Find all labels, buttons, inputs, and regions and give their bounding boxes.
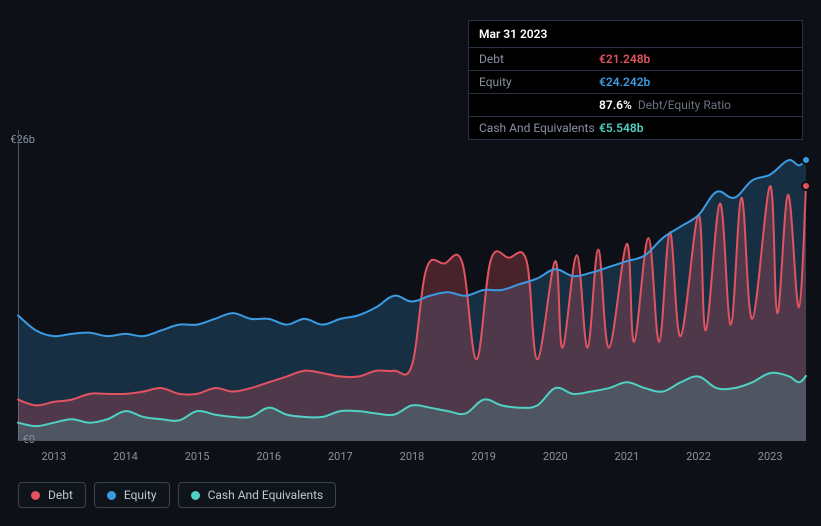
- hover-marker-debt: [801, 181, 811, 191]
- tooltip-row-debt: Debt€21.248b: [469, 48, 802, 71]
- legend-label: Equity: [124, 488, 157, 502]
- x-tick-label: 2020: [543, 450, 568, 463]
- hover-marker-equity: [801, 155, 811, 165]
- x-tick-label: 2017: [328, 450, 353, 463]
- tooltip-rows: Debt€21.248bEquity€24.242b87.6%Debt/Equi…: [469, 48, 802, 139]
- tooltip-row-equity: Equity€24.242b: [469, 71, 802, 94]
- x-tick-label: 2013: [41, 450, 66, 463]
- legend-dot-icon: [191, 491, 200, 500]
- x-tick-label: 2019: [471, 450, 496, 463]
- tooltip-value: €21.248b: [599, 52, 650, 66]
- chart-legend: Debt Equity Cash And Equivalents: [18, 482, 336, 508]
- chart-svg: [18, 140, 806, 440]
- x-axis-line: [18, 440, 806, 441]
- tooltip-value: €24.242b: [599, 75, 650, 89]
- chart-tooltip: Mar 31 2023 Debt€21.248bEquity€24.242b87…: [468, 20, 803, 140]
- x-tick-label: 2014: [113, 450, 138, 463]
- x-tick-label: 2021: [615, 450, 640, 463]
- plot-area[interactable]: [18, 140, 806, 440]
- legend-label: Debt: [48, 488, 73, 502]
- x-tick-label: 2022: [686, 450, 711, 463]
- tooltip-value: €5.548b: [599, 121, 643, 135]
- tooltip-row-ratio: 87.6% Debt/Equity Ratio: [469, 94, 802, 117]
- tooltip-label: Debt: [479, 52, 599, 66]
- x-tick-label: 2023: [758, 450, 783, 463]
- legend-item-debt[interactable]: Debt: [18, 482, 86, 508]
- legend-dot-icon: [107, 491, 116, 500]
- financial-timeseries-chart: Mar 31 2023 Debt€21.248bEquity€24.242b87…: [0, 0, 821, 526]
- tooltip-value: 87.6%: [599, 98, 632, 112]
- tooltip-sublabel: Debt/Equity Ratio: [638, 98, 731, 112]
- tooltip-label: Cash And Equivalents: [479, 121, 599, 135]
- legend-item-equity[interactable]: Equity: [94, 482, 170, 508]
- legend-dot-icon: [31, 491, 40, 500]
- x-tick-label: 2018: [400, 450, 425, 463]
- legend-item-cash[interactable]: Cash And Equivalents: [178, 482, 337, 508]
- tooltip-date: Mar 31 2023: [469, 21, 802, 48]
- tooltip-label: [479, 98, 599, 112]
- x-tick-label: 2016: [256, 450, 281, 463]
- x-tick-label: 2015: [185, 450, 210, 463]
- tooltip-row-cash: Cash And Equivalents€5.548b: [469, 117, 802, 139]
- tooltip-label: Equity: [479, 75, 599, 89]
- legend-label: Cash And Equivalents: [208, 488, 324, 502]
